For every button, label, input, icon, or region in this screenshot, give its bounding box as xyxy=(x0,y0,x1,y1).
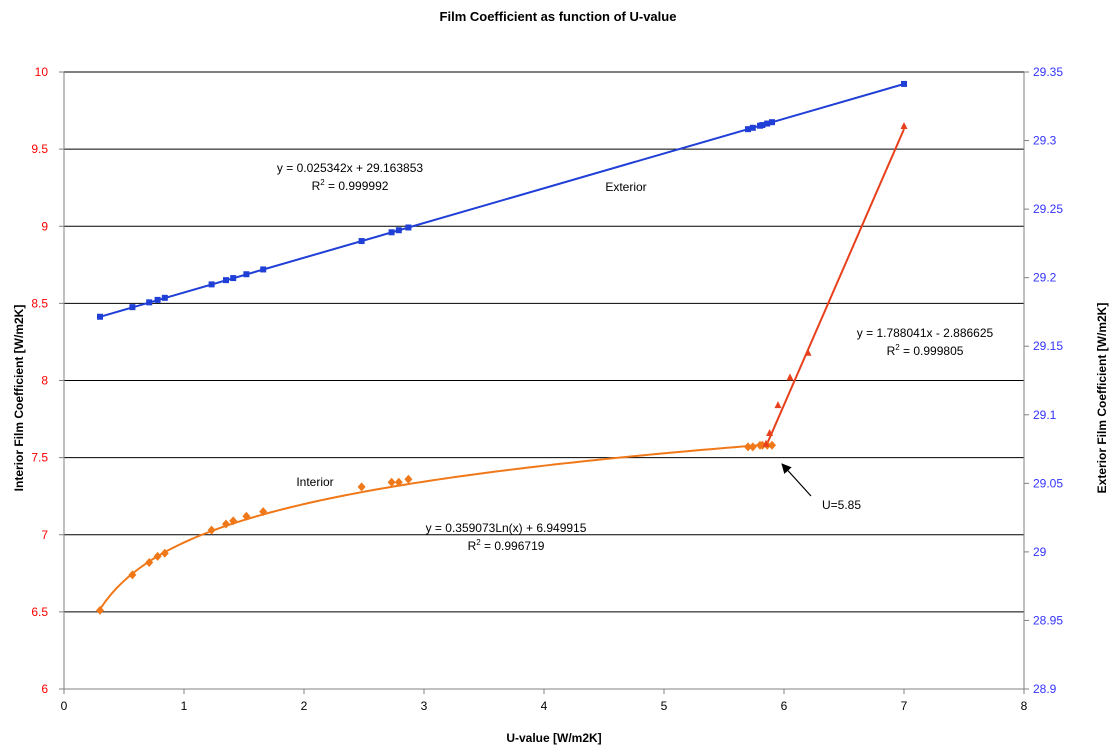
y-right-tick-label: 29.15 xyxy=(1033,339,1063,353)
interior-linear-trendline xyxy=(765,128,905,447)
interior-point xyxy=(153,551,162,561)
exterior-point xyxy=(97,313,103,320)
y-left-tick-label: 8 xyxy=(41,374,48,388)
y-left-tick-label: 7 xyxy=(41,528,48,542)
interior-point xyxy=(387,477,396,487)
y-right-tick-label: 29.2 xyxy=(1033,271,1057,285)
interior-point xyxy=(207,525,216,535)
interior-point xyxy=(145,558,154,568)
interior-point xyxy=(394,477,403,487)
y-left-axis-title: Interior Film Coefficient [W/m2K] xyxy=(12,305,26,492)
exterior-point xyxy=(901,80,907,87)
exterior-point xyxy=(764,120,771,127)
interior-series-label: Interior xyxy=(296,475,333,489)
exterior-trendline xyxy=(99,83,905,318)
interior-point xyxy=(768,440,776,450)
x-axis-title: U-value [W/m2K] xyxy=(506,731,601,745)
interior-linear-point xyxy=(762,439,770,447)
y-left-tick-label: 8.5 xyxy=(31,296,48,310)
arrow-annotation xyxy=(781,463,812,497)
gridlines xyxy=(64,71,1024,613)
y-right-tick-label: 29.05 xyxy=(1033,476,1063,490)
exterior-point xyxy=(749,124,756,131)
x-tick-label: 8 xyxy=(1021,699,1028,713)
linear-r2-label: R2 = 0.999805 xyxy=(887,343,964,358)
y-left-tick-label: 7.5 xyxy=(31,451,48,465)
axes xyxy=(59,71,1029,694)
interior-linear-point xyxy=(766,428,774,436)
interior-point xyxy=(744,442,752,452)
exterior-point xyxy=(405,224,412,231)
interior-linear-point xyxy=(786,373,794,381)
interior-point xyxy=(128,570,137,580)
interior-point xyxy=(404,474,413,484)
interior-point xyxy=(222,519,230,529)
exterior-point xyxy=(230,275,237,282)
y-right-tick-label: 29.35 xyxy=(1033,65,1063,79)
exterior-equation-label: y = 0.025342x + 29.163853 xyxy=(277,161,423,175)
log-r2-label: R2 = 0.996719 xyxy=(468,538,545,553)
interior-point xyxy=(229,516,238,526)
interior-point xyxy=(357,482,366,492)
x-tick-label: 5 xyxy=(661,699,668,713)
y-right-tick-label: 29.1 xyxy=(1033,408,1057,422)
y-left-tick-label: 6.5 xyxy=(31,605,48,619)
y-left-tick-label: 9 xyxy=(41,219,48,233)
y-right-tick-label: 29 xyxy=(1033,545,1047,559)
interior-point xyxy=(160,548,169,558)
exterior-point xyxy=(243,271,250,278)
y-left-tick-label: 10 xyxy=(35,65,49,79)
y-right-tick-label: 29.25 xyxy=(1033,202,1063,216)
y-right-tick-label: 28.9 xyxy=(1033,682,1057,696)
x-tick-label: 4 xyxy=(541,699,548,713)
exterior-point xyxy=(358,238,365,245)
x-tick-label: 3 xyxy=(421,699,428,713)
x-tick-label: 7 xyxy=(901,699,908,713)
x-tick-label: 6 xyxy=(781,699,788,713)
exterior-point xyxy=(223,277,229,284)
exterior-point xyxy=(388,229,395,236)
exterior-r2-label: R2 = 0.999992 xyxy=(312,178,389,193)
y-right-tick-label: 28.95 xyxy=(1033,613,1063,627)
exterior-point xyxy=(260,266,267,273)
interior-point xyxy=(242,511,251,521)
x-tick-label: 0 xyxy=(61,699,68,713)
y-right-axis-title: Exterior Film Coefficient [W/m2K] xyxy=(1095,303,1109,494)
exterior-point xyxy=(146,299,153,306)
exterior-point xyxy=(769,119,775,126)
exterior-point xyxy=(395,227,402,234)
exterior-point xyxy=(759,122,766,129)
log-equation-label: y = 0.359073Ln(x) + 6.949915 xyxy=(426,521,587,535)
interior-point xyxy=(96,605,104,615)
y-left-tick-label: 9.5 xyxy=(31,142,48,156)
x-tick-label: 2 xyxy=(301,699,308,713)
interior-linear-point xyxy=(804,348,812,356)
linear-equation-label: y = 1.788041x - 2.886625 xyxy=(857,326,994,340)
interior-point xyxy=(259,507,268,517)
exterior-point xyxy=(129,304,136,311)
exterior-series-label: Exterior xyxy=(605,180,646,194)
arrow-label: U=5.85 xyxy=(822,498,861,512)
exterior-point xyxy=(154,296,161,303)
chart-title: Film Coefficient as function of U-value xyxy=(440,9,677,24)
interior-point xyxy=(748,442,757,452)
interior-linear-point xyxy=(900,121,908,129)
tick-labels: 0 1 2 3 4 5 6 7 8 6 6.5 7 7.5 8 8.5 9 9.5 10 28.9 28.95 29 29… xyxy=(31,65,1063,713)
y-left-tick-label: 6 xyxy=(41,682,48,696)
interior-linear-point xyxy=(774,401,782,409)
exterior-point xyxy=(208,281,215,288)
exterior-point xyxy=(161,294,168,301)
exterior-point xyxy=(745,126,751,133)
data-points xyxy=(96,80,908,615)
y-right-tick-label: 29.3 xyxy=(1033,134,1057,148)
x-tick-label: 1 xyxy=(181,699,188,713)
